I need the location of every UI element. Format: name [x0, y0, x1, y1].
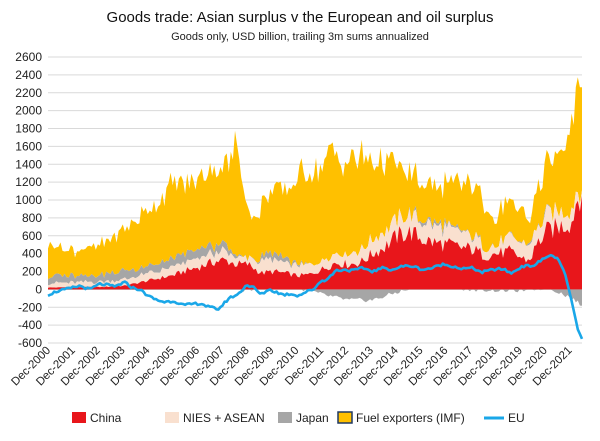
x-axis-ticks: Dec-2000Dec-2001Dec-2002Dec-2003Dec-2004… [9, 344, 574, 388]
y-tick-label: 600 [22, 229, 42, 243]
legend-swatch-fuel [337, 411, 353, 424]
japan-area-negative [48, 289, 582, 306]
legend-label: EU [508, 411, 525, 425]
legend: China NIES + ASEAN Japan Fuel exporters (IM… [72, 411, 525, 425]
legend-label: Japan [296, 411, 329, 425]
legend-label: China [90, 411, 122, 425]
legend-label: NIES + ASEAN [183, 411, 265, 425]
legend-swatch [278, 412, 292, 423]
fuel-exporters-area [48, 77, 582, 280]
y-tick-label: -600 [18, 336, 42, 350]
y-tick-label: -200 [18, 300, 42, 314]
eu-line [47, 253, 584, 340]
y-tick-label: 2400 [15, 68, 42, 82]
legend-label: Fuel exporters (IMF) [356, 411, 465, 425]
y-tick-label: 1200 [15, 175, 42, 189]
y-tick-label: 0 [35, 282, 42, 296]
y-tick-label: 1400 [15, 157, 42, 171]
eu-line-layer [47, 253, 584, 340]
japan-area-positive [48, 190, 582, 286]
y-tick-label: -400 [18, 318, 42, 332]
legend-swatch [72, 412, 86, 423]
y-tick-label: 200 [22, 265, 42, 279]
y-tick-label: 2000 [15, 104, 42, 118]
y-axis-ticks: 2600240022002000180016001400120010008006… [15, 50, 42, 350]
y-tick-label: 1600 [15, 139, 42, 153]
y-tick-label: 2600 [15, 50, 42, 64]
nies-asean-area [48, 190, 582, 288]
chart-subtitle: Goods only, USD billion, trailing 3m sum… [171, 31, 429, 43]
y-tick-label: 800 [22, 211, 42, 225]
y-tick-label: 400 [22, 247, 42, 261]
legend-swatch [165, 412, 179, 423]
y-tick-label: 2200 [15, 86, 42, 100]
chart-title: Goods trade: Asian surplus v the Europea… [107, 9, 494, 26]
y-tick-label: 1000 [15, 193, 42, 207]
y-tick-label: 1800 [15, 122, 42, 136]
stacked-areas [48, 77, 582, 306]
